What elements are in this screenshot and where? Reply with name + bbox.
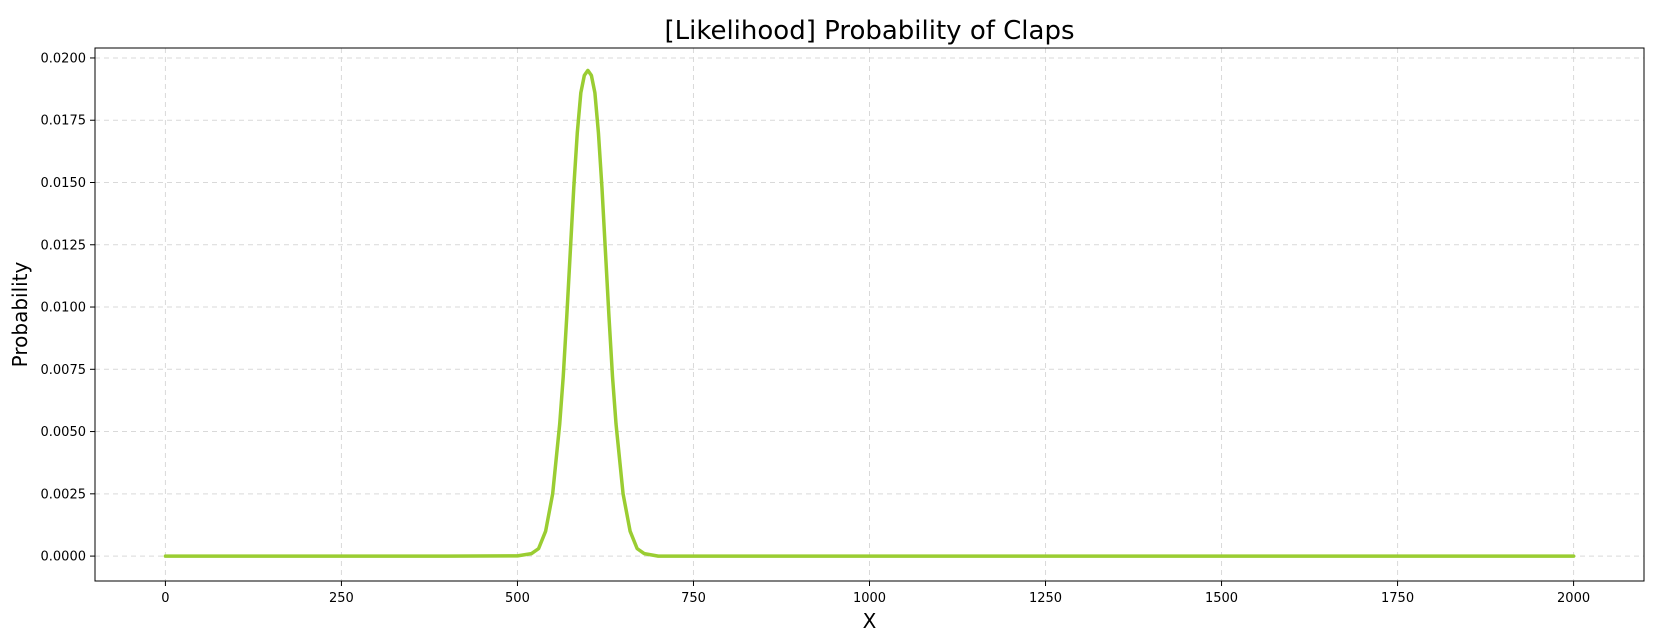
x-axis-label: X: [863, 609, 877, 633]
y-tick-label: 0.0100: [41, 301, 87, 316]
series-line: [163, 68, 1576, 558]
y-axis-ticks: 0.0000 0.0025 0.0050 0.0075 0.0100 0.0125 0.01…: [41, 51, 95, 565]
y-tick-label: 0.0175: [41, 114, 87, 129]
y-tick-label: 0.0050: [41, 425, 87, 440]
y-axis-label: Probability: [8, 261, 32, 367]
x-tick-label: 750: [681, 591, 706, 606]
y-tick-label: 0.0125: [41, 238, 87, 253]
x-tick-label: 2000: [1557, 591, 1590, 606]
y-tick-label: 0.0025: [41, 487, 87, 502]
chart-title: [Likelihood] Probability of Claps: [664, 16, 1074, 46]
x-tick-label: 1750: [1381, 591, 1414, 606]
y-tick-label: 0.0150: [41, 176, 87, 191]
x-tick-label: 1500: [1205, 591, 1238, 606]
x-tick-label: 1000: [853, 591, 886, 606]
x-tick-label: 0: [161, 591, 169, 606]
y-tick-label: 0.0075: [41, 363, 87, 378]
y-tick-label: 0.0000: [41, 550, 87, 565]
x-axis-ticks: 0 250 500 750 1000 1250 1500 1750 2000: [161, 581, 1590, 606]
y-tick-label: 0.0200: [41, 51, 87, 66]
series-group: [163, 68, 1576, 558]
x-tick-label: 1250: [1029, 591, 1062, 606]
x-tick-label: 250: [329, 591, 354, 606]
x-tick-label: 500: [505, 591, 530, 606]
